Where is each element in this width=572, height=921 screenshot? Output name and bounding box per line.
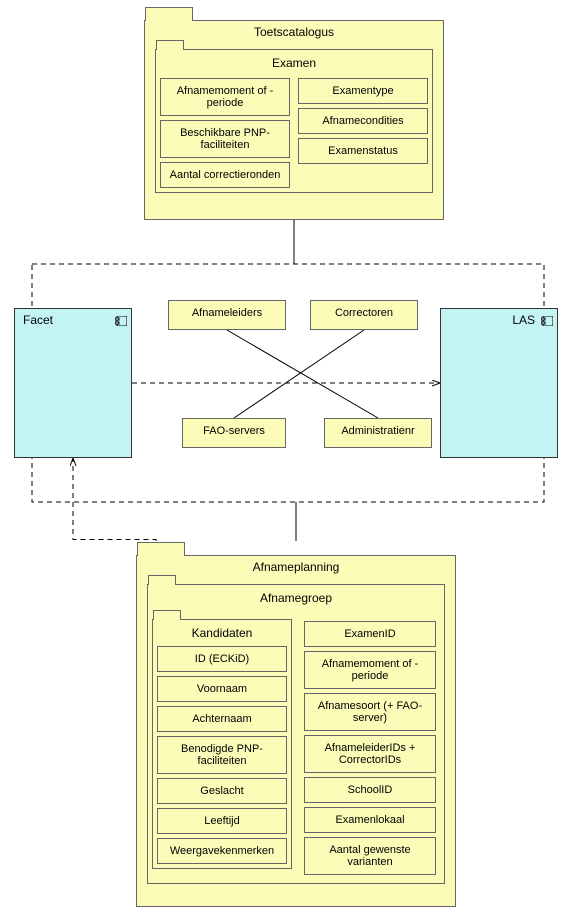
package-tab xyxy=(156,40,184,50)
examen-title: Examen xyxy=(156,54,432,74)
examen-right-col: Examentype Afnamecondities Examenstatus xyxy=(294,74,432,192)
cell: AfnameleiderIDs + CorrectorIDs xyxy=(304,735,436,773)
component-las: LAS xyxy=(440,308,558,458)
examen-left-col: Afnamemoment of -periode Beschikbare PNP-… xyxy=(156,74,294,192)
package-afnamegroep: Afnamegroep Kandidaten ID (ECKiD) Voornaa… xyxy=(147,584,445,884)
package-kandidaten: Kandidaten ID (ECKiD) Voornaam Achternaam B… xyxy=(152,619,292,869)
kandidaten-title: Kandidaten xyxy=(153,624,291,642)
package-afnameplanning: Afnameplanning Afnamegroep Kandidaten ID… xyxy=(136,555,456,907)
component-icon xyxy=(541,313,553,323)
cell: Afnamemoment of -periode xyxy=(160,78,290,116)
edge-cross-2 xyxy=(234,330,364,418)
cell: Geslacht xyxy=(157,778,287,804)
afnamegroep-right-col: ExamenID Afnamemoment of -periode Afnameso… xyxy=(296,609,444,883)
package-tab xyxy=(145,7,193,21)
box-fao-servers: FAO-servers xyxy=(182,418,286,448)
las-label: LAS xyxy=(512,313,535,327)
cell: Afnamesoort (+ FAO-server) xyxy=(304,693,436,731)
cell: Afnamecondities xyxy=(298,108,428,134)
facet-label: Facet xyxy=(23,313,53,327)
cell: Aantal correctieronden xyxy=(160,162,290,188)
cell: Benodigde PNP-faciliteiten xyxy=(157,736,287,774)
cell: Afnamemoment of -periode xyxy=(304,651,436,689)
cell: Examenstatus xyxy=(298,138,428,164)
cell: Beschikbare PNP-faciliteiten xyxy=(160,120,290,158)
cell: ExamenID xyxy=(304,621,436,647)
cell: Examenlokaal xyxy=(304,807,436,833)
package-toetscatalogus: Toetscatalogus Examen Afnamemoment of -p… xyxy=(144,20,444,220)
cell: Aantal gewenste varianten xyxy=(304,837,436,875)
box-correctoren: Correctoren xyxy=(310,300,418,330)
package-examen: Examen Afnamemoment of -periode Beschikba… xyxy=(155,49,433,193)
box-afnameleiders: Afnameleiders xyxy=(168,300,286,330)
edge-cross-1 xyxy=(227,330,378,418)
cell: Weergavekenmerken xyxy=(157,838,287,864)
cell: SchoolID xyxy=(304,777,436,803)
afnamegroep-title: Afnamegroep xyxy=(148,589,444,609)
component-icon xyxy=(115,313,127,323)
toetscatalogus-title: Toetscatalogus xyxy=(145,21,443,45)
cell: Examentype xyxy=(298,78,428,104)
package-tab xyxy=(148,575,176,585)
package-tab xyxy=(137,542,185,556)
cell: ID (ECKiD) xyxy=(157,646,287,672)
cell: Leeftijd xyxy=(157,808,287,834)
package-tab xyxy=(153,610,181,620)
component-facet: Facet xyxy=(14,308,132,458)
cell: Achternaam xyxy=(157,706,287,732)
afnameplanning-title: Afnameplanning xyxy=(137,556,455,580)
cell: Voornaam xyxy=(157,676,287,702)
edge-plan-facet xyxy=(73,458,156,541)
box-administratienr: Administratienr xyxy=(324,418,432,448)
